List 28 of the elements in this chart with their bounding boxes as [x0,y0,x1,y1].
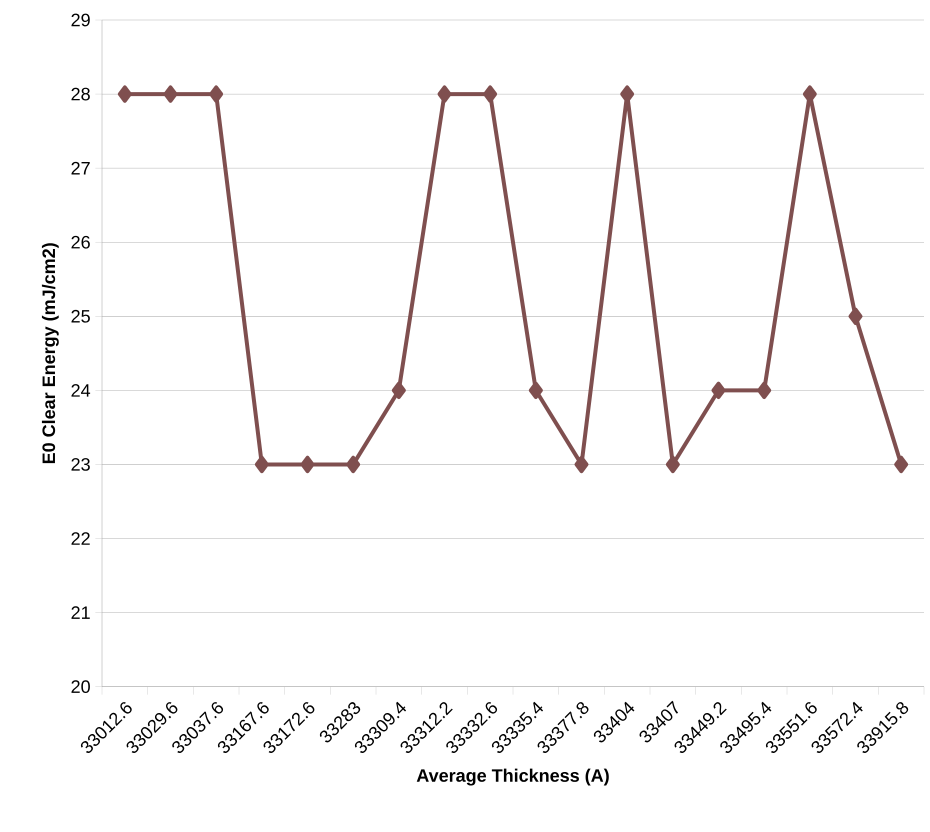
point [300,456,315,474]
point [574,456,589,474]
y-tick-label: 22 [72,532,90,545]
y-tick-label: 26 [72,236,90,249]
point [254,456,269,474]
point [438,85,452,103]
y-tick-label: 23 [72,458,90,471]
y-tick-label: 20 [72,680,90,694]
y-tick-label: 21 [72,606,90,619]
point [118,85,132,103]
point [848,308,863,325]
point [528,382,543,400]
y-tick-label: 24 [72,384,90,397]
point [483,85,498,103]
point [666,456,680,474]
y-tick-label: 28 [72,88,90,100]
y-tick-label: 29 [72,14,90,26]
point [392,382,406,400]
y-tick-label: 27 [72,162,90,174]
point [712,382,726,400]
point [209,85,224,103]
y-tick-label: 25 [72,310,90,323]
point [757,382,772,400]
y-axis-title: E0 Clear Energy (mJ/cm2) [42,243,59,464]
point [894,456,908,474]
x-axis-title: Average Thickness (A) [416,768,609,786]
point [346,456,360,474]
point [164,85,178,103]
